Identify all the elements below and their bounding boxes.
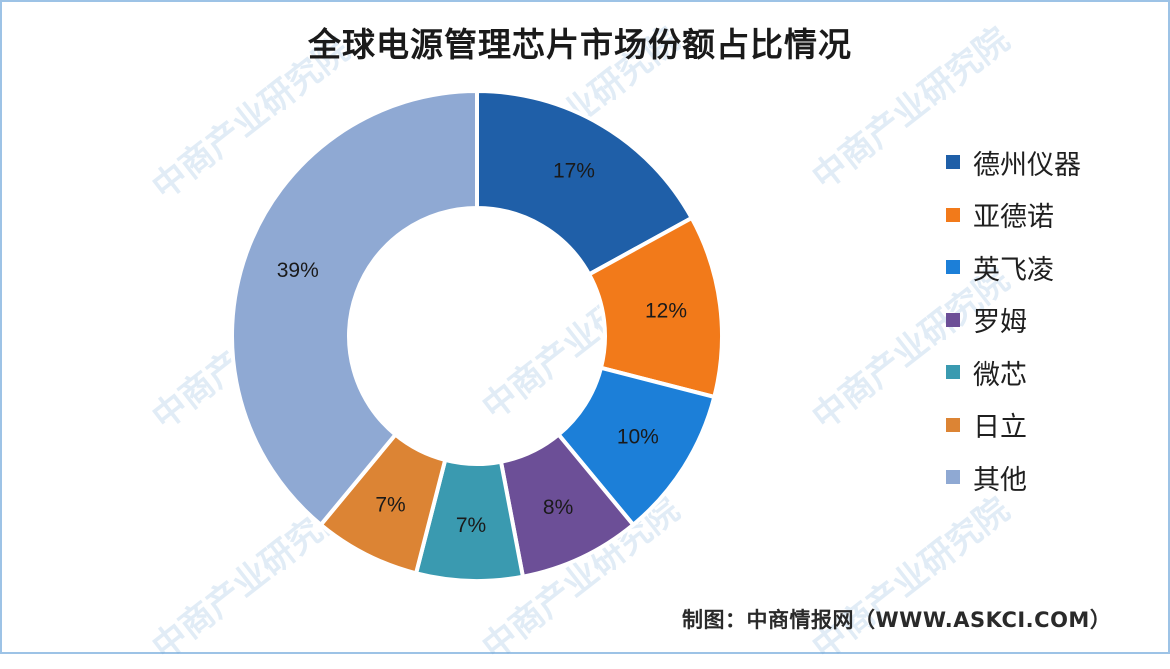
slice-value-label: 7% — [456, 514, 486, 537]
donut-chart: 17% 12% 10% 8% 7% 7% 39% — [230, 88, 723, 581]
chart-frame — [0, 0, 1170, 654]
chart-legend: 德州仪器亚德诺英飞凌罗姆微芯日立其他 — [946, 136, 1081, 504]
legend-item: 其他 — [946, 451, 1081, 504]
pie-slice — [475, 88, 695, 278]
legend-swatch — [946, 155, 960, 170]
legend-swatch — [946, 417, 960, 432]
legend-label: 罗姆 — [973, 307, 1027, 339]
slice-value-label: 12% — [645, 300, 687, 323]
slice-value-label: 8% — [543, 496, 573, 519]
chart-title: 全球电源管理芯片市场份额占比情况 — [308, 25, 852, 64]
slice-value-label: 10% — [617, 426, 659, 449]
pie-slice — [230, 88, 479, 528]
slice-value-label: 7% — [375, 493, 405, 516]
legend-item: 微芯 — [946, 346, 1081, 399]
legend-item: 罗姆 — [946, 294, 1081, 347]
legend-label: 德州仪器 — [973, 149, 1081, 181]
legend-label: 亚德诺 — [973, 202, 1054, 234]
legend-label: 英飞凌 — [973, 254, 1054, 286]
legend-item: 德州仪器 — [946, 136, 1081, 189]
legend-label: 日立 — [973, 412, 1027, 444]
slice-value-label: 39% — [277, 259, 319, 282]
legend-item: 亚德诺 — [946, 189, 1081, 242]
legend-item: 英飞凌 — [946, 241, 1081, 294]
legend-item: 日立 — [946, 399, 1081, 452]
source-note: 制图：中商情报网（WWW.ASKCI.COM） — [682, 608, 1112, 632]
legend-swatch — [946, 312, 960, 327]
legend-swatch — [946, 365, 960, 380]
legend-label: 其他 — [973, 464, 1027, 496]
legend-swatch — [946, 207, 960, 222]
legend-swatch — [946, 470, 960, 485]
legend-swatch — [946, 260, 960, 275]
slice-value-label: 17% — [553, 160, 595, 183]
legend-label: 微芯 — [973, 359, 1027, 391]
